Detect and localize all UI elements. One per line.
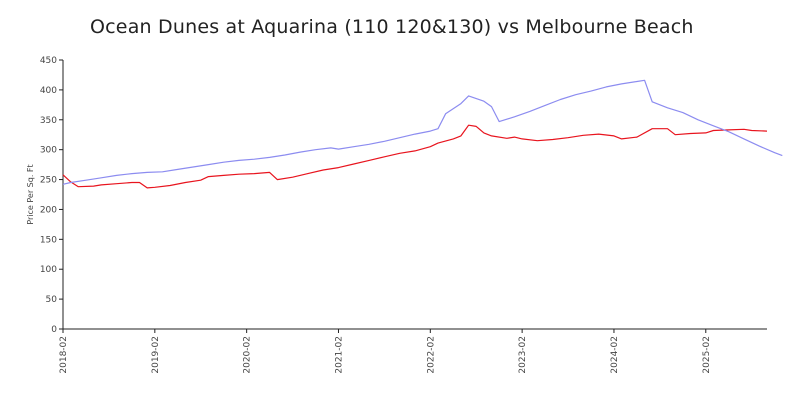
y-tick-label: 150 <box>40 235 57 245</box>
x-tick-label: 2022-02 <box>426 336 436 374</box>
x-axis: 2018-02 2019-02 2020-02 2021-02 2022-02 2023-… <box>59 328 767 374</box>
y-tick-label: 350 <box>40 116 57 126</box>
series-line-1 <box>62 124 768 189</box>
x-tick-label: 2021-02 <box>334 336 344 374</box>
x-tick-label: 2020-02 <box>243 336 253 374</box>
y-tick-label: 400 <box>40 86 57 96</box>
y-axis: 0 50 100 150 200 250 300 350 400 450 <box>40 56 64 335</box>
y-tick-label: 50 <box>46 295 58 305</box>
y-axis-title: Price Per Sq. Ft <box>26 164 35 224</box>
x-tick-label: 2024-02 <box>610 336 620 374</box>
y-tick-label: 450 <box>40 56 57 66</box>
y-tick-label: 200 <box>40 205 57 215</box>
y-tick-label: 250 <box>40 176 57 186</box>
x-tick-label: 2019-02 <box>151 336 161 374</box>
y-tick-label: 0 <box>51 325 57 335</box>
x-tick-label: 2018-02 <box>59 336 69 374</box>
chart-title: Ocean Dunes at Aquarina (110 120&130) vs… <box>90 16 694 38</box>
y-tick-label: 100 <box>40 265 57 275</box>
y-tick-label: 300 <box>40 146 57 156</box>
series-line-2 <box>62 79 783 185</box>
x-tick-label: 2025-02 <box>702 336 712 374</box>
x-tick-label: 2023-02 <box>518 336 528 374</box>
series-layer <box>62 79 783 189</box>
